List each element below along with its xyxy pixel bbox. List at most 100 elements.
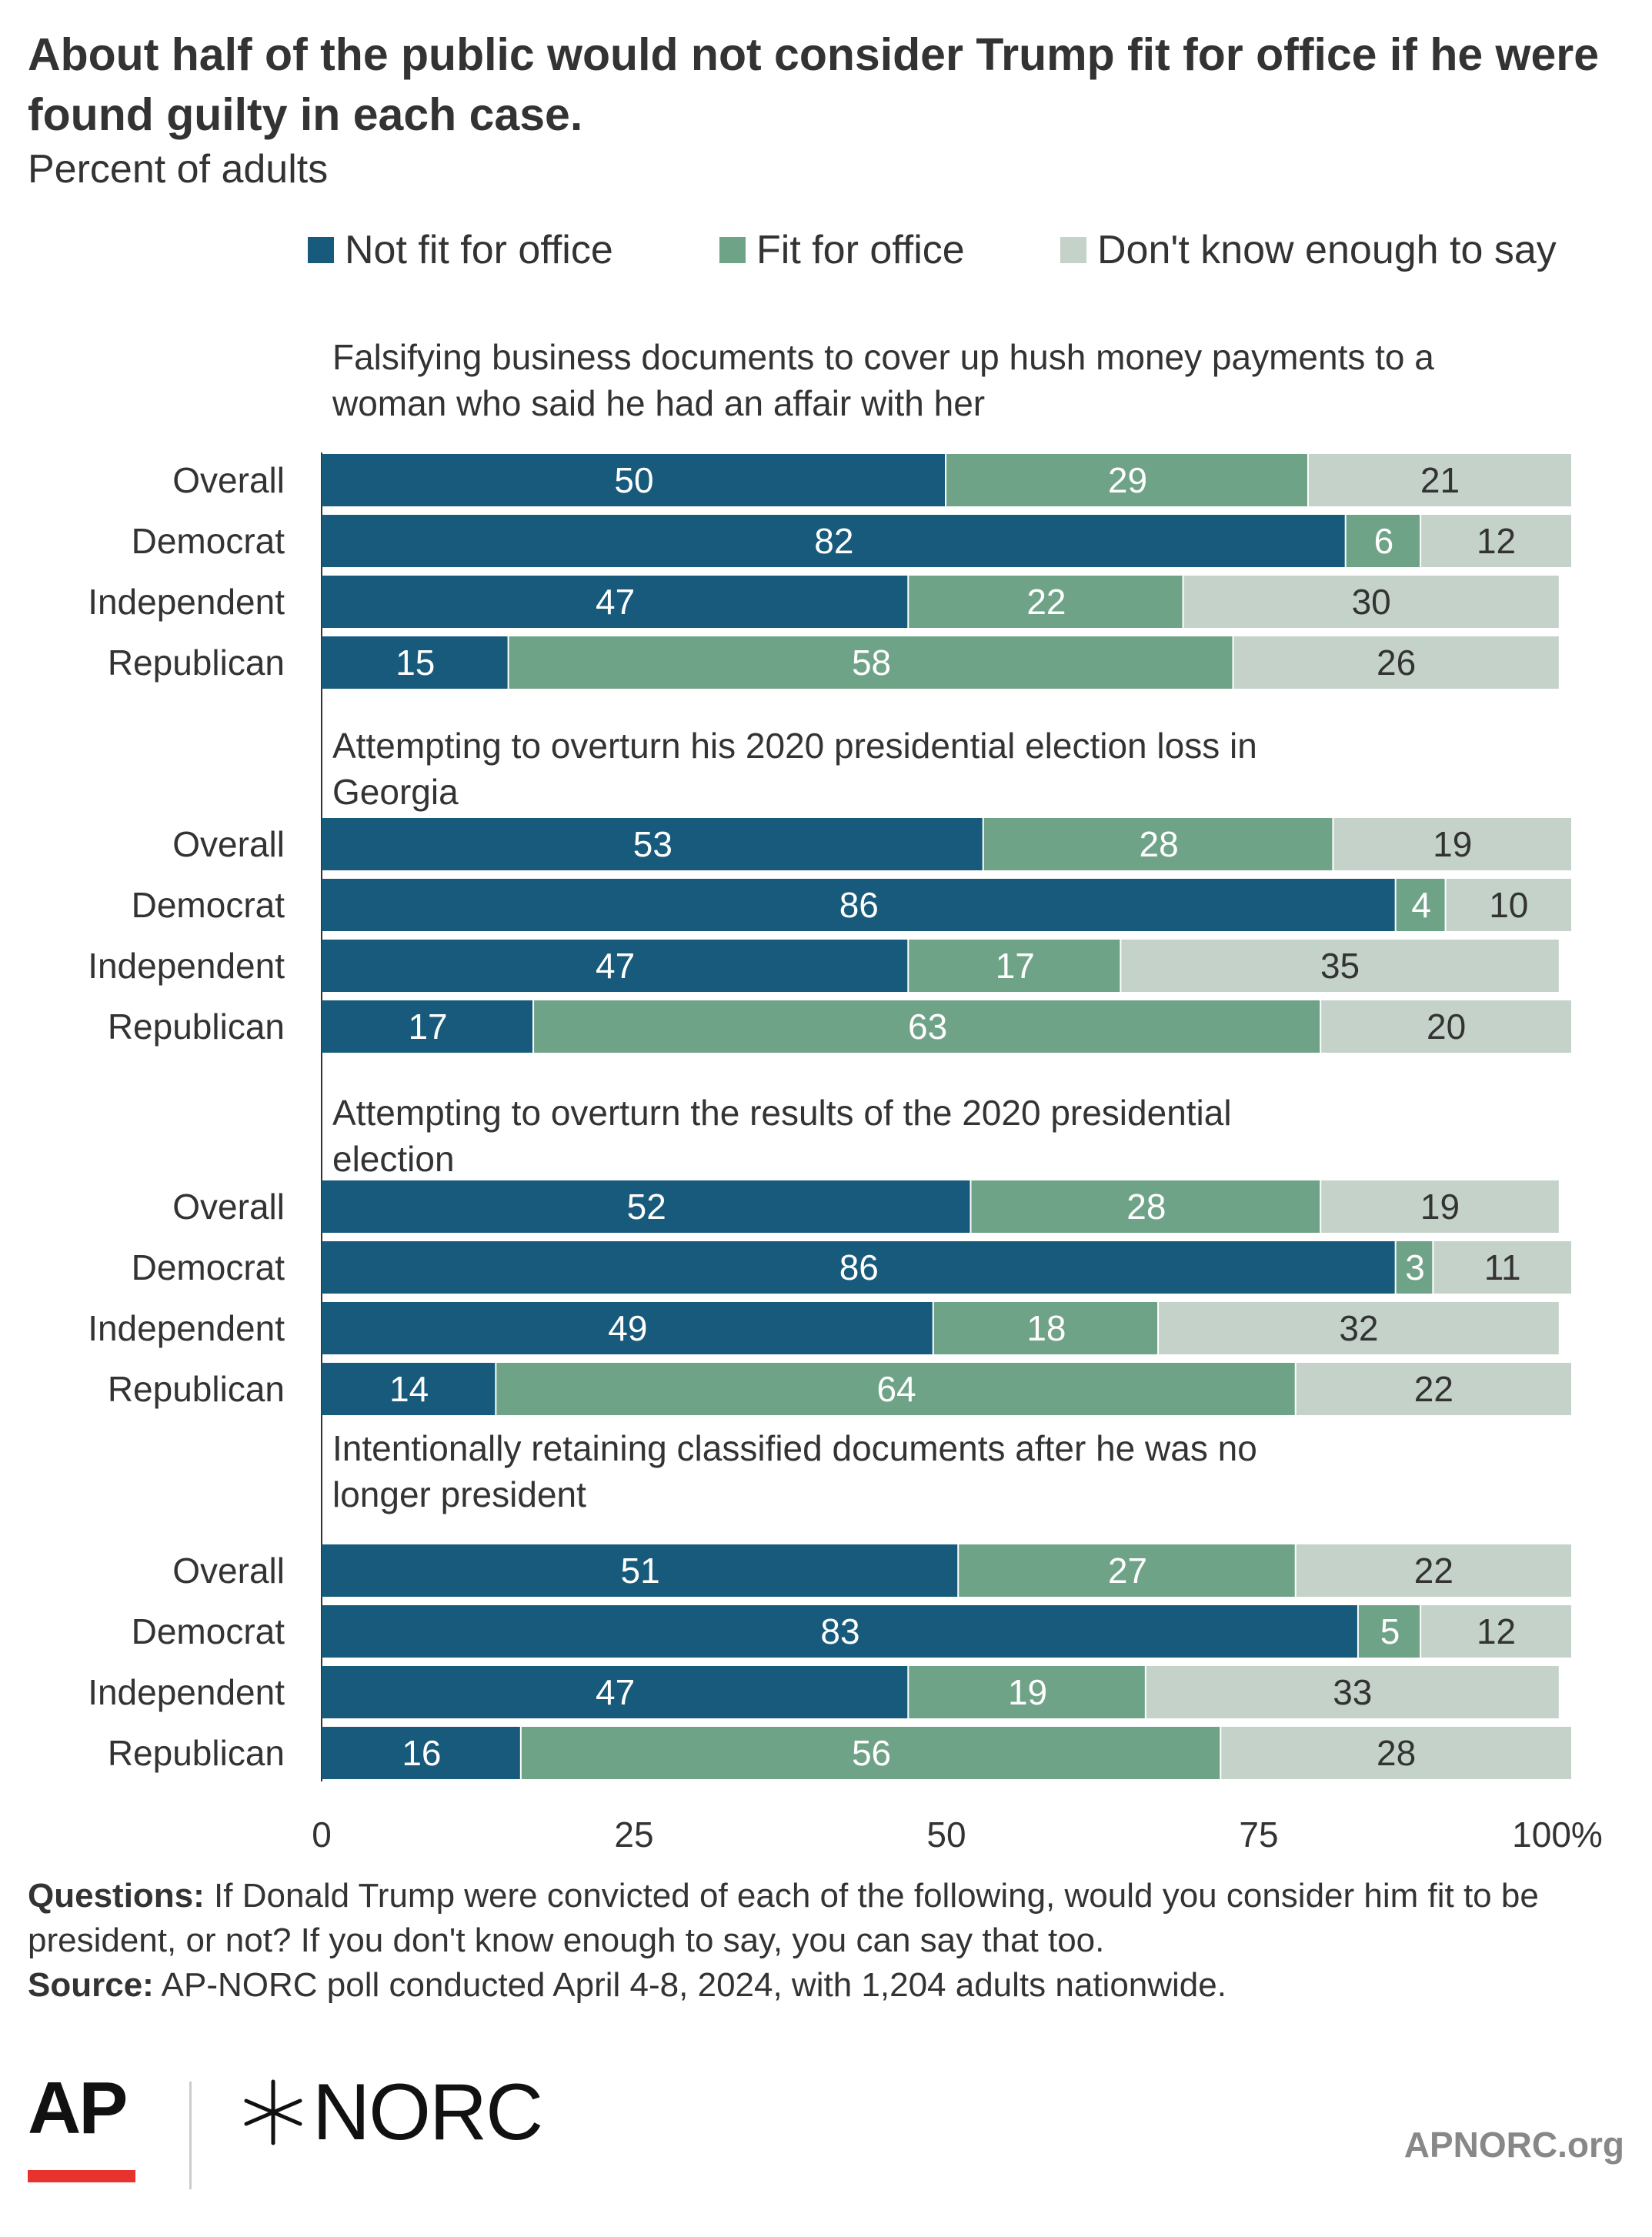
data-label: 22 <box>1414 1369 1453 1409</box>
legend-label-not-fit: Not fit for office <box>345 228 613 272</box>
data-label: 12 <box>1477 521 1516 561</box>
bar-segment-dont-know <box>1121 940 1559 992</box>
group-title-line: Falsifying business documents to cover u… <box>332 337 1434 377</box>
questions-label: Questions: <box>28 1877 205 1915</box>
data-label: 10 <box>1489 885 1528 925</box>
data-label: 58 <box>852 643 891 683</box>
data-label: 22 <box>1026 582 1066 622</box>
bar-segment-fit <box>509 636 1233 689</box>
legend: Not fit for office Fit for office Don't … <box>308 223 1631 277</box>
bar-segment-fit <box>959 1544 1295 1597</box>
category-label: Overall <box>172 460 285 500</box>
data-label: 86 <box>839 1247 879 1287</box>
bar-segment-dont-know <box>1446 879 1571 931</box>
group-title-line: Georgia <box>332 772 459 812</box>
data-label: 28 <box>1139 824 1178 864</box>
bar-segment-fit <box>534 1000 1320 1053</box>
group-title: Intentionally retaining classified docum… <box>332 1428 1257 1514</box>
ap-logo-bar <box>28 2170 135 2182</box>
chart-subtitle: Percent of adults <box>28 147 329 192</box>
chart-title: About half of the public would not consi… <box>28 29 1600 140</box>
data-label: 63 <box>908 1007 947 1047</box>
data-label: 21 <box>1420 460 1460 500</box>
legend-label-fit: Fit for office <box>756 228 965 272</box>
bar-segment-dont-know <box>1421 1605 1571 1658</box>
x-tick-label: 25 <box>614 1815 653 1855</box>
data-label: 14 <box>389 1369 429 1409</box>
data-label: 83 <box>820 1611 859 1651</box>
data-label: 27 <box>1108 1551 1147 1591</box>
bar-segment-not-fit <box>322 1302 933 1354</box>
bar-segment-dont-know <box>1296 1544 1571 1597</box>
x-tick-label: 100% <box>1512 1815 1603 1855</box>
data-label: 19 <box>1008 1672 1047 1712</box>
data-label: 47 <box>596 582 635 622</box>
apnorc-site-link[interactable]: APNORC.org <box>1403 2125 1624 2165</box>
category-label: Republican <box>108 1007 285 1047</box>
data-label: 51 <box>621 1551 660 1591</box>
data-label: 28 <box>1126 1187 1166 1227</box>
data-label: 6 <box>1374 521 1394 561</box>
norc-logo: NORC <box>239 2068 543 2157</box>
legend-label-dont-know: Don't know enough to say <box>1097 228 1557 272</box>
bar-segment-dont-know <box>1233 636 1559 689</box>
bar-segment-fit <box>496 1363 1295 1415</box>
category-label: Independent <box>88 1672 285 1712</box>
bar-segment-not-fit <box>322 1544 958 1597</box>
data-label: 35 <box>1320 946 1360 986</box>
stacked-bar-chart: Falsifying business documents to cover u… <box>88 337 1603 1855</box>
bar-segment-dont-know <box>1296 1363 1571 1415</box>
data-label: 26 <box>1377 643 1416 683</box>
legend-swatch-not-fit <box>308 237 334 263</box>
data-label: 30 <box>1352 582 1391 622</box>
data-label: 64 <box>876 1369 916 1409</box>
ap-logo: AP <box>28 2070 135 2185</box>
data-label: 47 <box>596 1672 635 1712</box>
logo-divider <box>189 2082 192 2189</box>
bar-segment-not-fit <box>322 1727 520 1779</box>
x-tick-label: 0 <box>312 1815 332 1855</box>
bar-segment-dont-know <box>1333 818 1571 870</box>
bar-segment-dont-know <box>1308 454 1571 506</box>
category-label: Independent <box>88 1308 285 1348</box>
bar-segment-dont-know <box>1421 515 1571 567</box>
data-label: 53 <box>633 824 672 864</box>
category-label: Republican <box>108 643 285 683</box>
data-label: 19 <box>1420 1187 1460 1227</box>
category-label: Democrat <box>132 885 285 925</box>
data-label: 33 <box>1333 1672 1372 1712</box>
legend-item-fit: Fit for office <box>719 223 965 277</box>
questions-text: If Donald Trump were convicted of each o… <box>28 1877 1539 1959</box>
bar-segment-not-fit <box>322 1241 1395 1294</box>
data-label: 52 <box>627 1187 666 1227</box>
bar-segment-not-fit <box>322 636 508 689</box>
data-label: 5 <box>1380 1611 1400 1651</box>
x-tick-label: 75 <box>1239 1815 1278 1855</box>
norc-star-icon <box>244 2079 302 2145</box>
bar-segment-not-fit <box>322 1605 1357 1658</box>
bar-segment-not-fit <box>322 1363 496 1415</box>
bar-segment-fit <box>933 1302 1158 1354</box>
questions-note: Questions: If Donald Trump were convicte… <box>28 1874 1628 1963</box>
group-title-line: longer president <box>332 1474 586 1514</box>
source-text: AP-NORC poll conducted April 4-8, 2024, … <box>153 1966 1226 2004</box>
group-title-line: Attempting to overturn the results of th… <box>332 1093 1232 1133</box>
data-label: 50 <box>614 460 653 500</box>
data-label: 18 <box>1026 1308 1066 1348</box>
bar-segment-fit <box>1358 1605 1420 1658</box>
bar-segment-not-fit <box>322 576 908 628</box>
bar-segment-dont-know <box>1183 576 1559 628</box>
category-label: Overall <box>172 1551 285 1591</box>
data-label: 86 <box>839 885 879 925</box>
data-label: 12 <box>1477 1611 1516 1651</box>
group-title: Falsifying business documents to cover u… <box>332 337 1434 423</box>
category-label: Independent <box>88 582 285 622</box>
data-label: 3 <box>1405 1247 1425 1287</box>
bar-segment-fit <box>909 1666 1145 1718</box>
data-label: 17 <box>408 1007 447 1047</box>
bar-segment-fit <box>909 576 1183 628</box>
category-label: Overall <box>172 1187 285 1227</box>
bar-segment-dont-know <box>1146 1666 1559 1718</box>
bar-segment-not-fit <box>322 1666 908 1718</box>
norc-logo-text: NORC <box>312 2067 543 2157</box>
